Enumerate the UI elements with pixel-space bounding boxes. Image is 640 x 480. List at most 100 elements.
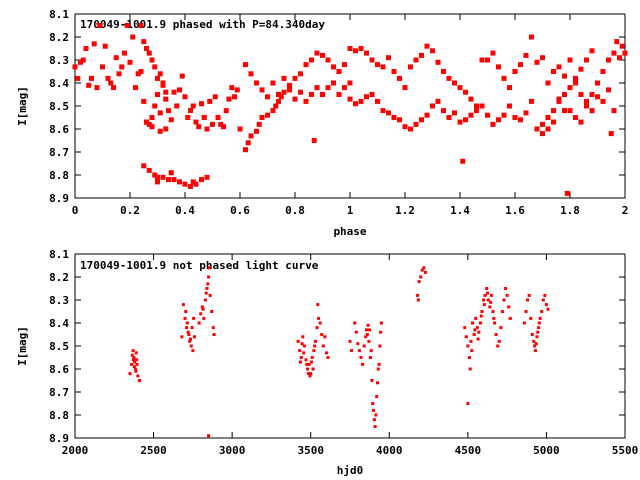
data-point: [311, 367, 315, 371]
chart-title: 170049-1001.9 phased with P=84.340day: [80, 18, 325, 31]
data-point: [166, 177, 171, 183]
data-point: [350, 349, 354, 353]
data-point: [564, 190, 570, 196]
data-point: [152, 64, 158, 70]
data-point: [499, 326, 503, 330]
data-point: [374, 413, 378, 417]
data-point: [369, 92, 375, 97]
data-point: [573, 80, 578, 86]
data-point: [369, 57, 375, 63]
data-point: [478, 321, 482, 325]
data-point: [160, 80, 166, 86]
y-tick-label: 8.4: [49, 77, 69, 90]
data-point: [578, 66, 584, 72]
data-point: [146, 121, 152, 127]
data-point: [361, 362, 365, 366]
data-point: [331, 64, 336, 70]
data-point: [489, 300, 493, 304]
data-point: [207, 434, 211, 438]
data-point: [119, 64, 125, 70]
data-point: [318, 321, 322, 325]
data-point: [83, 46, 89, 51]
data-point: [182, 181, 188, 187]
data-point: [133, 360, 137, 364]
data-point: [359, 356, 363, 359]
data-point: [529, 34, 534, 40]
data-point: [379, 321, 383, 325]
data-point: [529, 98, 534, 104]
data-point: [321, 344, 325, 348]
data-point: [304, 358, 308, 362]
data-point: [496, 344, 500, 348]
data-point: [358, 98, 364, 104]
data-point: [127, 59, 133, 65]
data-point: [188, 339, 192, 343]
data-point: [545, 80, 551, 86]
data-point: [483, 293, 487, 297]
data-point: [435, 98, 441, 104]
data-point: [320, 52, 325, 58]
data-point: [371, 402, 375, 405]
data-point: [245, 140, 251, 146]
data-point: [391, 115, 397, 120]
data-point: [199, 312, 203, 316]
data-point: [567, 108, 573, 114]
data-point: [132, 356, 136, 359]
x-tick-label: 1.8: [560, 204, 580, 217]
y-tick-label: 8.9: [49, 432, 69, 445]
data-point: [533, 349, 537, 353]
data-point: [149, 124, 155, 130]
data-point: [116, 71, 122, 77]
data-point: [141, 163, 147, 169]
data-point: [391, 69, 397, 74]
data-point: [508, 316, 512, 320]
x-tick-label: 3500: [297, 444, 324, 457]
data-point: [468, 96, 474, 102]
data-point: [600, 98, 606, 104]
data-point: [463, 117, 468, 123]
data-point: [134, 369, 138, 373]
data-point: [523, 52, 529, 58]
data-point: [500, 310, 504, 313]
data-point: [232, 94, 237, 100]
data-point: [534, 59, 540, 65]
data-point: [606, 87, 611, 93]
data-point: [529, 316, 533, 320]
data-point: [541, 298, 545, 302]
data-point: [135, 362, 139, 366]
data-point: [578, 119, 584, 125]
y-tick-label: 8.1: [49, 8, 69, 21]
data-point: [208, 293, 212, 297]
data-point: [124, 23, 130, 28]
data-point: [446, 75, 452, 81]
data-point: [226, 96, 232, 102]
data-point: [155, 179, 160, 185]
data-point: [309, 57, 314, 63]
data-point: [207, 266, 211, 270]
data-point: [229, 85, 235, 91]
x-axis-label: phase: [333, 225, 366, 238]
data-point: [584, 98, 589, 104]
data-point: [556, 64, 562, 70]
y-axis-label: I[mag]: [16, 86, 29, 126]
x-tick-label: 1.6: [505, 204, 525, 217]
data-point: [622, 50, 628, 56]
data-point: [86, 82, 92, 88]
x-tick-label: 0.2: [120, 204, 140, 217]
data-point: [185, 326, 189, 330]
data-point: [611, 108, 617, 114]
data-point: [482, 303, 486, 307]
data-point: [135, 71, 141, 77]
data-point: [182, 94, 188, 100]
data-point: [467, 356, 471, 359]
data-point: [358, 46, 364, 51]
data-point: [192, 316, 196, 320]
data-point: [278, 94, 284, 100]
data-point: [155, 75, 160, 81]
data-point: [413, 121, 419, 127]
data-point: [301, 335, 305, 339]
data-point: [457, 85, 463, 91]
data-point: [402, 124, 408, 130]
y-tick-label: 8.6: [49, 123, 69, 136]
